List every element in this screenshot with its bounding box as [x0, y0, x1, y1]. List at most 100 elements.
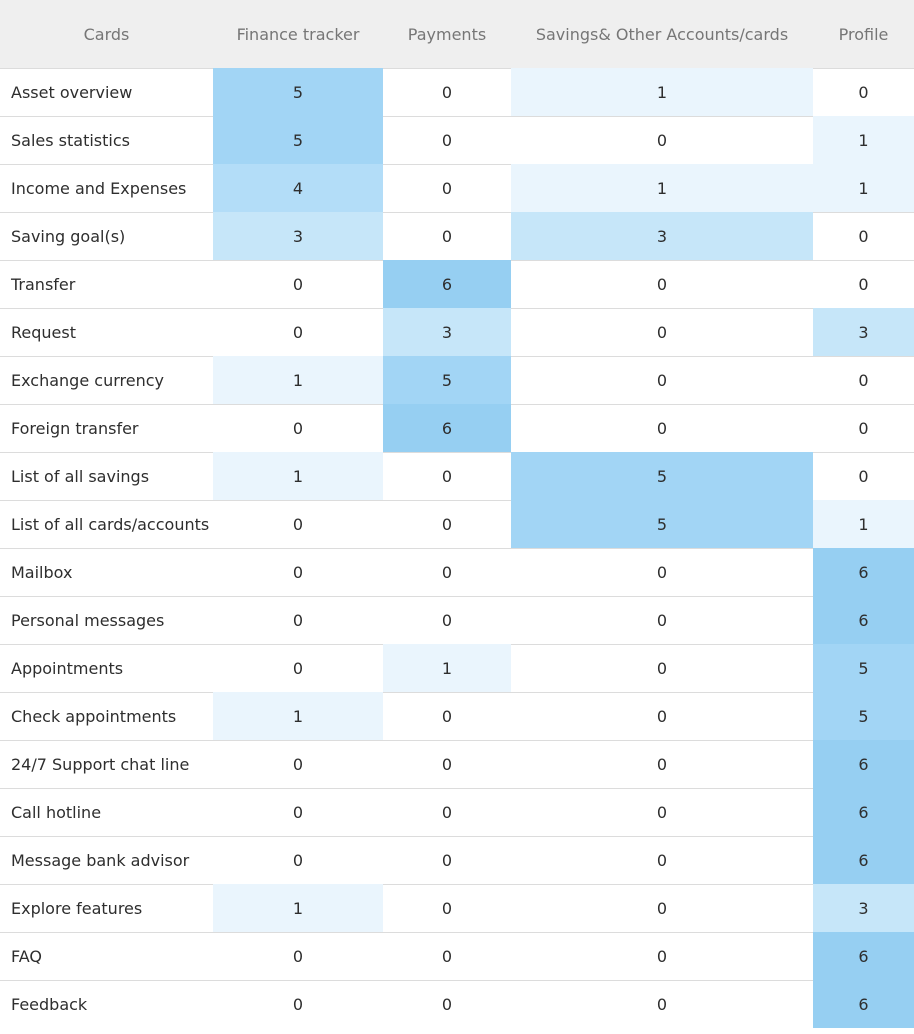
heatmap-cell: 5 — [213, 116, 383, 165]
row-label: Call hotline — [0, 788, 213, 837]
table-row: Transfer 0 6 0 0 — [0, 260, 914, 309]
table-row: Foreign transfer 0 6 0 0 — [0, 404, 914, 453]
heatmap-cell: 0 — [383, 836, 511, 885]
heatmap-cell: 6 — [813, 980, 914, 1028]
heatmap-cell: 1 — [213, 356, 383, 405]
heatmap-cell: 6 — [813, 548, 914, 597]
heatmap-cell: 0 — [813, 356, 914, 405]
heatmap-cell: 0 — [813, 212, 914, 261]
table-row: Call hotline 0 0 0 6 — [0, 788, 914, 837]
heatmap-cell: 6 — [813, 932, 914, 981]
table-row: Check appointments 1 0 0 5 — [0, 692, 914, 741]
heatmap-cell: 3 — [813, 884, 914, 933]
heatmap-cell: 1 — [511, 68, 813, 117]
heatmap-cell: 0 — [213, 596, 383, 645]
row-label: Check appointments — [0, 692, 213, 741]
row-label: Exchange currency — [0, 356, 213, 405]
row-label: Feedback — [0, 980, 213, 1028]
heatmap-cell: 0 — [511, 260, 813, 309]
heatmap-cell: 0 — [383, 500, 511, 549]
row-label: Asset overview — [0, 68, 213, 117]
row-label: Mailbox — [0, 548, 213, 597]
heatmap-cell: 0 — [511, 644, 813, 693]
row-label: List of all savings — [0, 452, 213, 501]
column-header: Finance tracker — [213, 0, 383, 69]
row-label: Transfer — [0, 260, 213, 309]
table-row: Sales statistics 5 0 0 1 — [0, 116, 914, 165]
heatmap-cell: 0 — [511, 980, 813, 1028]
heatmap-cell: 3 — [511, 212, 813, 261]
row-label: Appointments — [0, 644, 213, 693]
row-label: Saving goal(s) — [0, 212, 213, 261]
heatmap-cell: 0 — [511, 836, 813, 885]
heatmap-cell: 6 — [383, 260, 511, 309]
heatmap-cell: 6 — [813, 836, 914, 885]
table-row: Income and Expenses 4 0 1 1 — [0, 164, 914, 213]
heatmap-cell: 0 — [383, 740, 511, 789]
heatmap-cell: 3 — [383, 308, 511, 357]
heatmap-cell: 6 — [383, 404, 511, 453]
heatmap-cell: 5 — [383, 356, 511, 405]
table-row: Feedback 0 0 0 6 — [0, 980, 914, 1028]
row-label: Income and Expenses — [0, 164, 213, 213]
heatmap-cell: 0 — [511, 692, 813, 741]
row-label: Personal messages — [0, 596, 213, 645]
heatmap-cell: 0 — [383, 212, 511, 261]
heatmap-cell: 0 — [383, 116, 511, 165]
heatmap-cell: 0 — [383, 980, 511, 1028]
row-label: Request — [0, 308, 213, 357]
corner-header: Cards — [0, 0, 213, 69]
heatmap-cell: 0 — [511, 116, 813, 165]
row-label: Sales statistics — [0, 116, 213, 165]
heatmap-cell: 1 — [213, 884, 383, 933]
heatmap-cell: 1 — [213, 692, 383, 741]
heatmap-cell: 0 — [213, 500, 383, 549]
heatmap-cell: 0 — [383, 692, 511, 741]
heatmap-cell: 0 — [383, 884, 511, 933]
column-header: Profile — [813, 0, 914, 69]
heatmap-cell: 0 — [383, 932, 511, 981]
header-row: Cards Finance tracker Payments Savings& … — [0, 0, 914, 69]
heatmap-cell: 1 — [511, 164, 813, 213]
table-row: Request 0 3 0 3 — [0, 308, 914, 357]
heatmap-cell: 0 — [213, 836, 383, 885]
heatmap-body: Asset overview 5 0 1 0 Sales statistics 5 0 0 1 In… — [0, 68, 914, 1028]
table-row: 24/7 Support chat line 0 0 0 6 — [0, 740, 914, 789]
row-label: Message bank advisor — [0, 836, 213, 885]
heatmap-cell: 0 — [383, 68, 511, 117]
heatmap-cell: 5 — [813, 644, 914, 693]
table-row: Asset overview 5 0 1 0 — [0, 68, 914, 117]
row-label: Foreign transfer — [0, 404, 213, 453]
heatmap-cell: 0 — [511, 884, 813, 933]
table-row: Message bank advisor 0 0 0 6 — [0, 836, 914, 885]
heatmap-cell: 0 — [511, 788, 813, 837]
heatmap-cell: 3 — [213, 212, 383, 261]
heatmap-cell: 0 — [511, 404, 813, 453]
heatmap-cell: 0 — [213, 644, 383, 693]
heatmap-cell: 0 — [511, 356, 813, 405]
table-row: Saving goal(s) 3 0 3 0 — [0, 212, 914, 261]
table-row: Personal messages 0 0 0 6 — [0, 596, 914, 645]
heatmap-cell: 3 — [813, 308, 914, 357]
heatmap-cell: 0 — [511, 548, 813, 597]
heatmap-cell: 5 — [511, 500, 813, 549]
table-row: Explore features 1 0 0 3 — [0, 884, 914, 933]
heatmap-cell: 0 — [511, 740, 813, 789]
heatmap-cell: 4 — [213, 164, 383, 213]
heatmap-cell: 0 — [383, 452, 511, 501]
heatmap-cell: 1 — [383, 644, 511, 693]
heatmap-cell: 5 — [213, 68, 383, 117]
heatmap-cell: 1 — [213, 452, 383, 501]
heatmap-cell: 0 — [511, 932, 813, 981]
heatmap-cell: 0 — [213, 548, 383, 597]
row-label: FAQ — [0, 932, 213, 981]
table-row: Appointments 0 1 0 5 — [0, 644, 914, 693]
table-row: List of all cards/accounts 0 0 5 1 — [0, 500, 914, 549]
heatmap-cell: 0 — [383, 596, 511, 645]
heatmap-cell: 1 — [813, 116, 914, 165]
heatmap-cell: 5 — [813, 692, 914, 741]
heatmap-cell: 0 — [383, 164, 511, 213]
heatmap-cell: 0 — [813, 452, 914, 501]
heatmap-cell: 0 — [511, 308, 813, 357]
